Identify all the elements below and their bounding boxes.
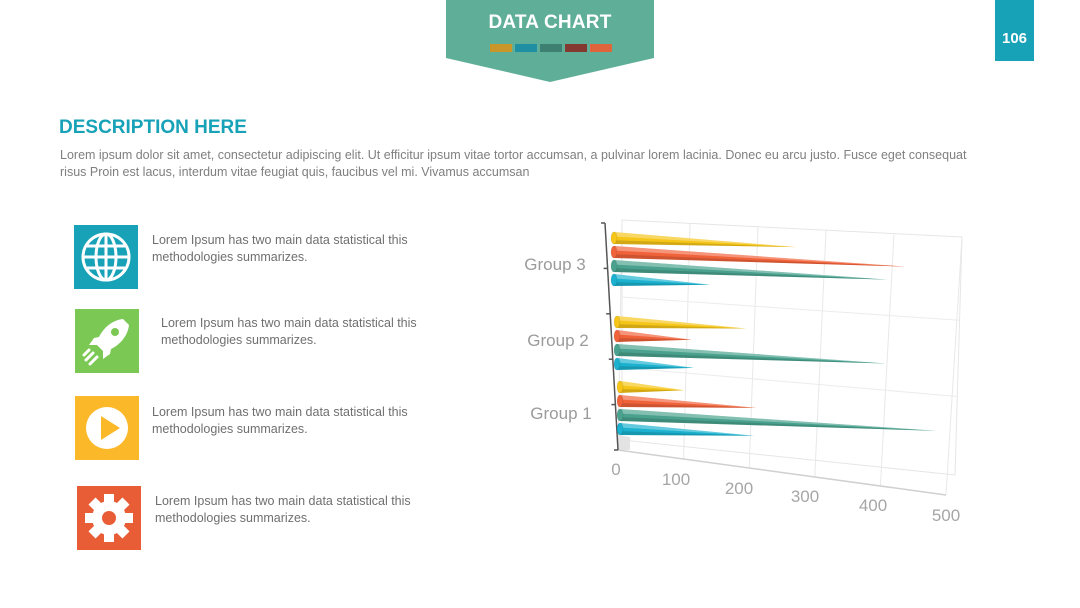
category-label: Group 3 <box>524 255 585 274</box>
cone-base <box>613 343 621 357</box>
cone-base <box>616 394 624 408</box>
cone-bar <box>617 316 747 329</box>
x-tick-label: 300 <box>791 487 819 506</box>
cone-base <box>613 329 621 343</box>
gridline <box>814 230 827 478</box>
chart-floor-corner <box>618 435 630 450</box>
cone-bar <box>617 358 694 370</box>
cone-base <box>616 422 624 436</box>
cone-bar <box>617 330 692 342</box>
cone-shadow <box>617 338 692 342</box>
color-swatch <box>540 44 562 52</box>
cone-shadow <box>617 324 747 329</box>
cone-base <box>610 231 618 245</box>
gridline <box>879 233 895 487</box>
category-label: Group 1 <box>530 404 591 423</box>
cone-shadow <box>614 254 906 267</box>
y-axis-line <box>604 222 619 451</box>
header-banner: DATA CHART <box>446 0 654 82</box>
cone-highlight <box>614 232 797 248</box>
rocket-icon <box>75 309 139 373</box>
page-number-badge: 106 <box>995 0 1034 61</box>
gridline <box>621 296 960 321</box>
cone-base <box>616 408 624 422</box>
globe-icon <box>74 225 138 289</box>
page-title: DATA CHART <box>488 12 612 33</box>
cone-highlight <box>617 316 747 329</box>
feature-text-play: Lorem Ipsum has two main data statistica… <box>152 405 408 436</box>
cone-bar <box>614 232 797 248</box>
x-tick-label: 200 <box>725 479 753 498</box>
cone-base <box>616 380 624 394</box>
color-swatches <box>490 44 612 52</box>
cone-highlight <box>617 330 692 340</box>
cone-shadow <box>620 431 754 436</box>
cone-shadow <box>620 389 684 393</box>
cone-shadow <box>614 282 711 286</box>
x-tick-label: 500 <box>932 506 960 525</box>
banner-shape <box>446 0 654 82</box>
cone-base <box>610 273 618 287</box>
feature-text-globe: Lorem Ipsum has two main data statistica… <box>152 233 408 264</box>
gear-icon <box>77 486 141 550</box>
play-icon <box>75 396 139 460</box>
x-tick-label: 400 <box>859 496 887 515</box>
color-swatch <box>490 44 512 52</box>
gridline <box>945 236 963 496</box>
gridline <box>620 366 958 397</box>
description-body: Lorem ipsum dolor sit amet, consectetur … <box>60 148 967 179</box>
cone-shadow <box>620 403 757 408</box>
feature-text-rocket: Lorem Ipsum has two main data statistica… <box>161 316 417 347</box>
cone-highlight <box>617 344 887 364</box>
cone-base <box>610 245 618 259</box>
cone-base <box>613 357 621 371</box>
category-label: Group 2 <box>527 331 588 350</box>
cone-bar <box>614 274 711 286</box>
x-axis-line <box>617 449 947 496</box>
color-swatch <box>515 44 537 52</box>
cone-bar <box>617 344 887 364</box>
cone-bar <box>620 381 684 393</box>
color-swatch <box>590 44 612 52</box>
feature-text-gear: Lorem Ipsum has two main data statistica… <box>155 494 411 525</box>
x-tick-label: 100 <box>662 470 690 489</box>
cone-shadow <box>617 352 887 364</box>
x-tick-label: 0 <box>611 460 620 479</box>
color-swatch <box>565 44 587 52</box>
cone-base <box>610 259 618 273</box>
cone-base <box>613 315 621 329</box>
description-title: DESCRIPTION HERE <box>59 117 247 138</box>
gridline <box>748 226 759 469</box>
cone-bar-chart: 0 100 200 300 400 500 Group 1 Group 2 Group 3 <box>524 219 963 525</box>
cone-bar <box>614 260 888 280</box>
cone-shadow <box>617 366 694 370</box>
